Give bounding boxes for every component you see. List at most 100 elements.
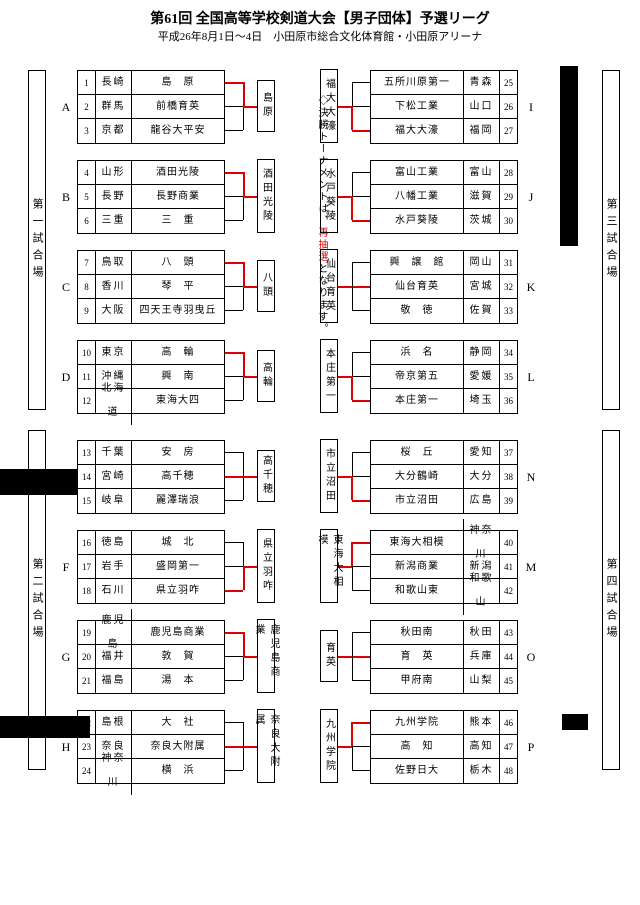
bracket-line (352, 746, 370, 747)
bracket-line (243, 196, 257, 198)
row-school: 高 知 (371, 735, 463, 759)
row-num: 13 (78, 441, 96, 465)
row-pref: 愛媛 (463, 365, 499, 389)
row-num: 19 (78, 621, 96, 645)
row-school: 下松工業 (371, 95, 463, 119)
row-pref: 青森 (463, 71, 499, 95)
bracket-line (243, 376, 257, 378)
row-school: 浜 名 (371, 341, 463, 365)
winner-box: 福大大濠 (320, 69, 338, 143)
bracket-line (243, 632, 245, 656)
row-num: 20 (78, 645, 96, 669)
table-row: 20福井敦 賀 (78, 645, 224, 669)
table-row: 9大阪四天王寺羽曳丘 (78, 299, 224, 323)
row-school: 鹿児島商業 (132, 621, 224, 645)
table-row: 8香川琴 平 (78, 275, 224, 299)
row-pref: 和歌山 (463, 567, 499, 615)
bracket-line (243, 106, 257, 108)
row-num: 24 (78, 759, 96, 783)
bracket-line (352, 82, 370, 83)
row-num: 41 (499, 555, 517, 579)
row-school: 和歌山東 (371, 579, 463, 603)
bracket-line (352, 262, 370, 263)
row-school: 前橋育英 (132, 95, 224, 119)
bracket-line (225, 220, 243, 221)
row-pref: 三重 (96, 209, 132, 233)
row-pref: 島根 (96, 711, 132, 735)
row-school: 大分鶴崎 (371, 465, 463, 489)
row-school: 琴 平 (132, 275, 224, 299)
row-school: 酒田光陵 (132, 161, 224, 185)
table-row: 10東京高 輪 (78, 341, 224, 365)
bracket-line (225, 632, 243, 634)
bracket-line (225, 82, 243, 84)
bracket-line (352, 590, 370, 591)
row-school: 奈良大附属 (132, 735, 224, 759)
row-num: 5 (78, 185, 96, 209)
bracket-line (352, 500, 370, 502)
group-G: 19鹿児島鹿児島商業20福井敦 賀21福島湯 本 (77, 620, 225, 694)
winner-box: 育英 (320, 630, 338, 682)
row-num: 14 (78, 465, 96, 489)
row-school: 東海大四 (132, 389, 224, 413)
row-num: 43 (499, 621, 517, 645)
bracket-line (352, 452, 370, 453)
bracket-line (225, 542, 243, 543)
table-row: 九州学院熊本46 (371, 711, 517, 735)
row-school: 興 南 (132, 365, 224, 389)
row-num: 44 (499, 645, 517, 669)
row-num: 29 (499, 185, 517, 209)
group-C: 7鳥取八 頭8香川琴 平9大阪四天王寺羽曳丘 (77, 250, 225, 324)
bracket-line (352, 542, 370, 544)
row-school: 長野商業 (132, 185, 224, 209)
row-pref: 埼玉 (463, 389, 499, 413)
row-pref: 岩手 (96, 555, 132, 579)
winner-box: 鹿児島商業 (257, 619, 275, 693)
bracket-line (225, 770, 243, 771)
bracket-line (351, 476, 353, 500)
table-row: 5長野長野商業 (78, 185, 224, 209)
bracket-line (225, 106, 243, 107)
bracket-line (225, 352, 243, 354)
row-pref: 群馬 (96, 95, 132, 119)
table-row: 育 英兵庫44 (371, 645, 517, 669)
arena-4-label: 第四試合場 (602, 430, 620, 770)
row-school: 桜 丘 (371, 441, 463, 465)
table-row: 興 譲 館岡山31 (371, 251, 517, 275)
winner-box: 九州学院 (320, 709, 338, 783)
row-pref: 神奈川 (96, 747, 132, 795)
bracket-line (225, 172, 243, 174)
row-num: 42 (499, 579, 517, 603)
group-letter: B (59, 190, 73, 205)
bracket-line (225, 656, 243, 657)
row-school: 高千穂 (132, 465, 224, 489)
row-num: 16 (78, 531, 96, 555)
row-school: 本庄第一 (371, 389, 463, 413)
bracket-line (352, 376, 370, 377)
row-pref: 石川 (96, 579, 132, 603)
group-letter: M (524, 560, 538, 575)
table-row: 下松工業山口26 (371, 95, 517, 119)
row-pref: 宮城 (463, 275, 499, 299)
row-pref: 滋賀 (463, 185, 499, 209)
row-school: 敦 賀 (132, 645, 224, 669)
row-school: 島 原 (132, 71, 224, 95)
winner-box: 奈良大附属 (257, 709, 275, 783)
bracket-line (225, 376, 243, 377)
group-H: 22島根大 社23奈良奈良大附属24神奈川横 浜 (77, 710, 225, 784)
row-school: 麗澤瑞浪 (132, 489, 224, 513)
bracket-line (338, 286, 352, 288)
table-row: 水戸葵陵茨城30 (371, 209, 517, 233)
redaction-box (0, 469, 77, 495)
row-num: 23 (78, 735, 96, 759)
row-school: 横 浜 (132, 759, 224, 783)
row-school: 八 頭 (132, 251, 224, 275)
row-school: 東海大相模 (371, 531, 463, 555)
bracket-line (225, 476, 243, 478)
bracket-line (243, 82, 245, 106)
row-pref: 鳥取 (96, 251, 132, 275)
row-pref: 大阪 (96, 299, 132, 323)
winner-box: 東海大相模 (320, 529, 338, 603)
row-school: 九州学院 (371, 711, 463, 735)
winner-box: 県立羽咋 (257, 529, 275, 603)
